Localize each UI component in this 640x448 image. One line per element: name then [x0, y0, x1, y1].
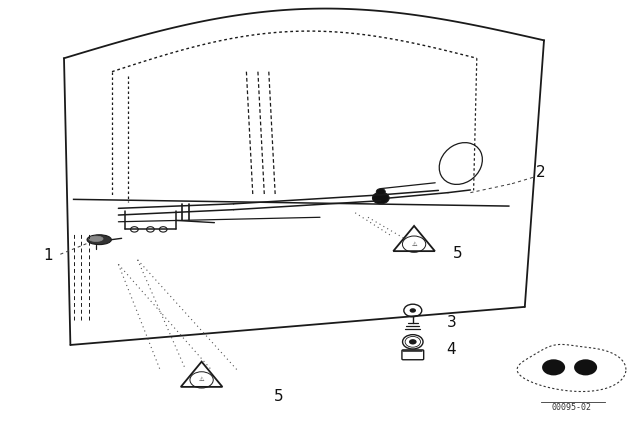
- Circle shape: [376, 189, 385, 195]
- Circle shape: [409, 339, 417, 345]
- Text: 5: 5: [452, 246, 463, 261]
- Circle shape: [574, 359, 597, 375]
- Ellipse shape: [87, 235, 111, 245]
- Circle shape: [542, 359, 565, 375]
- Text: 2: 2: [536, 165, 546, 180]
- Circle shape: [372, 192, 389, 204]
- Text: ⚠: ⚠: [412, 241, 417, 247]
- Text: ⚠: ⚠: [199, 377, 204, 383]
- Text: 00095-02: 00095-02: [552, 403, 591, 412]
- Text: 3: 3: [446, 315, 456, 330]
- Text: 1: 1: [43, 248, 53, 263]
- Ellipse shape: [89, 236, 103, 241]
- Text: 5: 5: [273, 389, 284, 404]
- Text: 4: 4: [446, 342, 456, 357]
- Circle shape: [410, 308, 416, 313]
